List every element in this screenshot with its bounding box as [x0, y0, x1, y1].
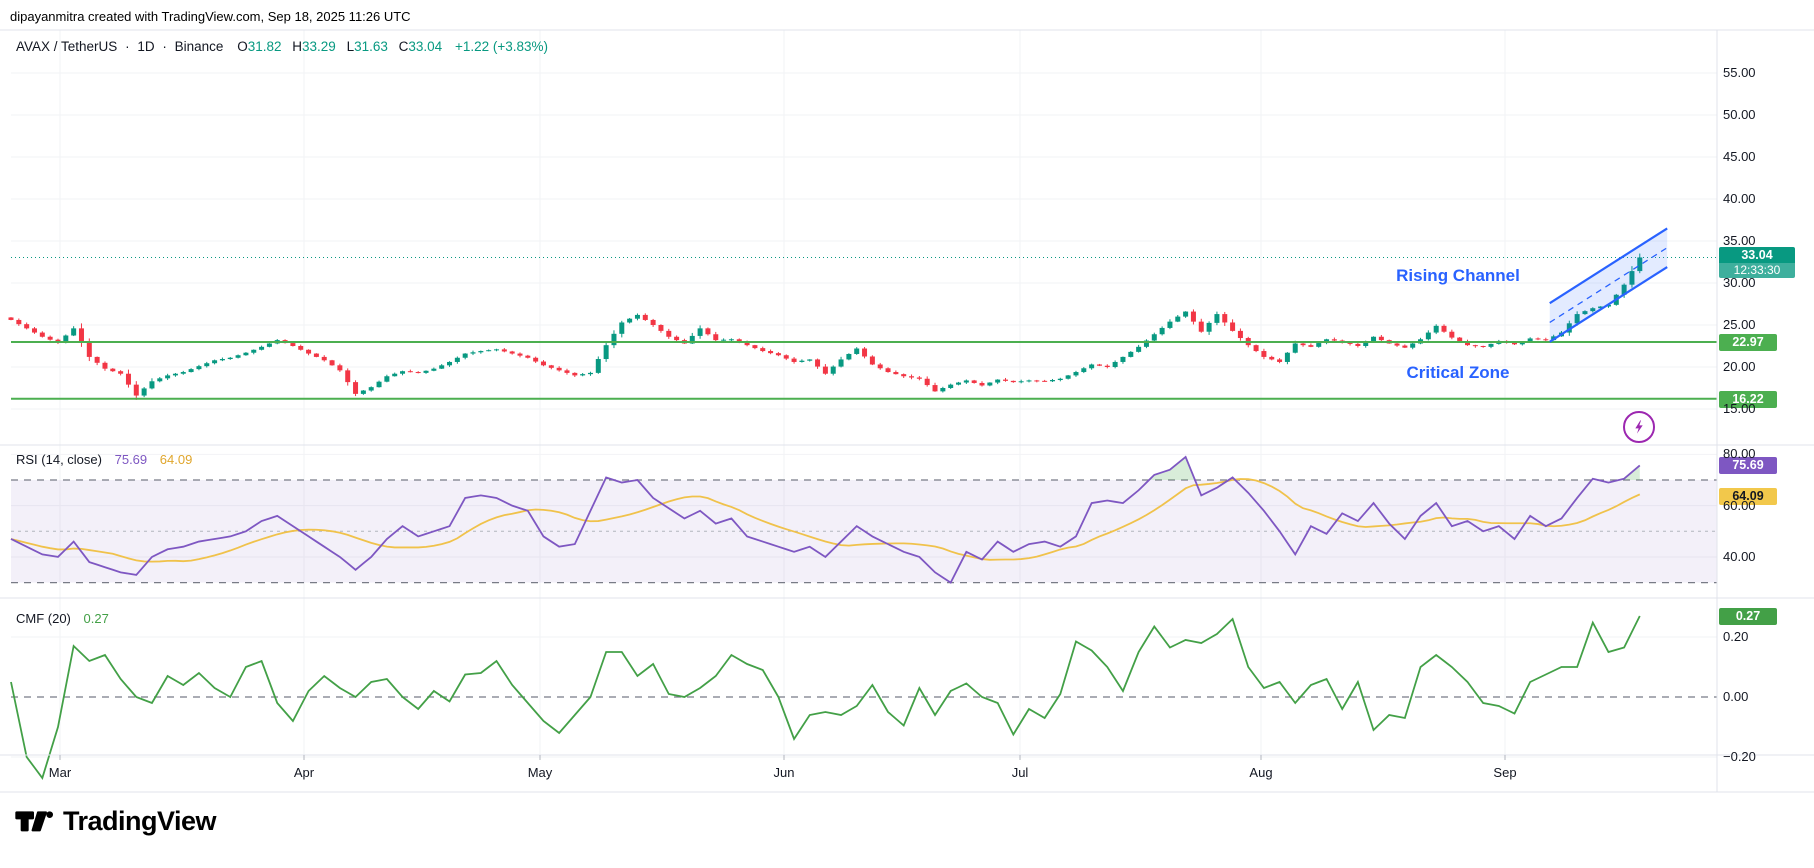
symbol-info-row[interactable]: AVAX / TetherUS · 1D · Binance O31.82 H3… [16, 39, 548, 54]
last-price-value: 33.04 [1719, 247, 1795, 263]
level-badge-2297: 22.97 [1719, 334, 1777, 351]
time-axis-label-aug: Aug [1249, 765, 1273, 780]
price-axis-label: 40.00 [1723, 191, 1756, 206]
close-value: 33.04 [408, 39, 443, 54]
price-axis-label: 25.00 [1723, 317, 1756, 332]
cmf-label: CMF (20) [16, 611, 71, 626]
rsi-indicator-row[interactable]: RSI (14, close) 75.69 64.09 [16, 452, 192, 467]
high-value: 33.29 [302, 39, 336, 54]
level-badge-1622: 16.22 [1719, 391, 1777, 408]
tradingview-logo-text: TradingView [63, 806, 217, 836]
low-value: 31.63 [354, 39, 388, 54]
attribution-text: dipayanmitra created with TradingView.co… [10, 9, 411, 24]
rsi-value-badge: 75.69 [1719, 457, 1777, 474]
lightning-bolt-icon [1635, 420, 1643, 434]
rsi-axis-label: 80.00 [1723, 446, 1756, 462]
rsi-ma-value-badge: 64.09 [1719, 488, 1777, 505]
change-value: +1.22 (+3.83%) [454, 39, 549, 54]
time-axis-label-sep: Sep [1493, 765, 1517, 780]
open-label: O [237, 39, 248, 54]
high-label: H [292, 39, 303, 54]
cmf-value-badge: 0.27 [1719, 608, 1777, 625]
cmf-value: 0.27 [83, 611, 109, 626]
rsi-value: 75.69 [114, 452, 148, 467]
tradingview-logo[interactable]: TradingView [14, 806, 217, 837]
symbol-interval: 1D [137, 39, 155, 54]
critical-zone-annotation: Critical Zone [1406, 363, 1510, 382]
price-axis-label: 20.00 [1723, 359, 1756, 374]
separator-dot: · [125, 39, 130, 54]
rising-channel-annotation: Rising Channel [1396, 266, 1520, 285]
time-axis-label-jul: Jul [1011, 765, 1029, 780]
time-axis-label-may: May [527, 765, 553, 780]
rsi-axis-label: 40.00 [1723, 548, 1756, 564]
open-value: 31.82 [247, 39, 282, 54]
price-axis-label: 15.00 [1723, 401, 1756, 416]
cmf-axis-label: 0.00 [1723, 689, 1749, 704]
price-axis-label: 30.00 [1723, 275, 1756, 290]
low-label: L [346, 39, 355, 54]
tradingview-logo-icon [15, 810, 53, 831]
price-axis-label: 50.00 [1723, 107, 1756, 122]
time-axis-label-apr: Apr [293, 765, 315, 780]
price-axis-label: 55.00 [1723, 65, 1756, 80]
symbol-exchange: Binance [174, 39, 224, 54]
separator-dot: · [162, 39, 167, 54]
time-axis-label-jun: Jun [773, 765, 795, 780]
symbol-pair: AVAX / TetherUS [16, 39, 118, 54]
cmf-indicator-row[interactable]: CMF (20) 0.27 [16, 611, 109, 626]
cmf-axis-label: 0.20 [1723, 629, 1749, 644]
rsi-axis-label: 60.00 [1723, 497, 1756, 513]
bar-countdown: 12:33:30 [1719, 263, 1795, 278]
time-axis-label-mar: Mar [48, 765, 72, 780]
cmf-axis-label: −0.20 [1723, 749, 1756, 764]
price-axis-label: 35.00 [1723, 233, 1756, 248]
boost-button[interactable] [1623, 411, 1655, 443]
last-price-badge: 33.04 12:33:30 [1719, 247, 1795, 278]
rsi-ma-value: 64.09 [159, 452, 193, 467]
close-label: C [398, 39, 409, 54]
rsi-label: RSI (14, close) [16, 452, 102, 467]
price-axis-label: 45.00 [1723, 149, 1756, 164]
